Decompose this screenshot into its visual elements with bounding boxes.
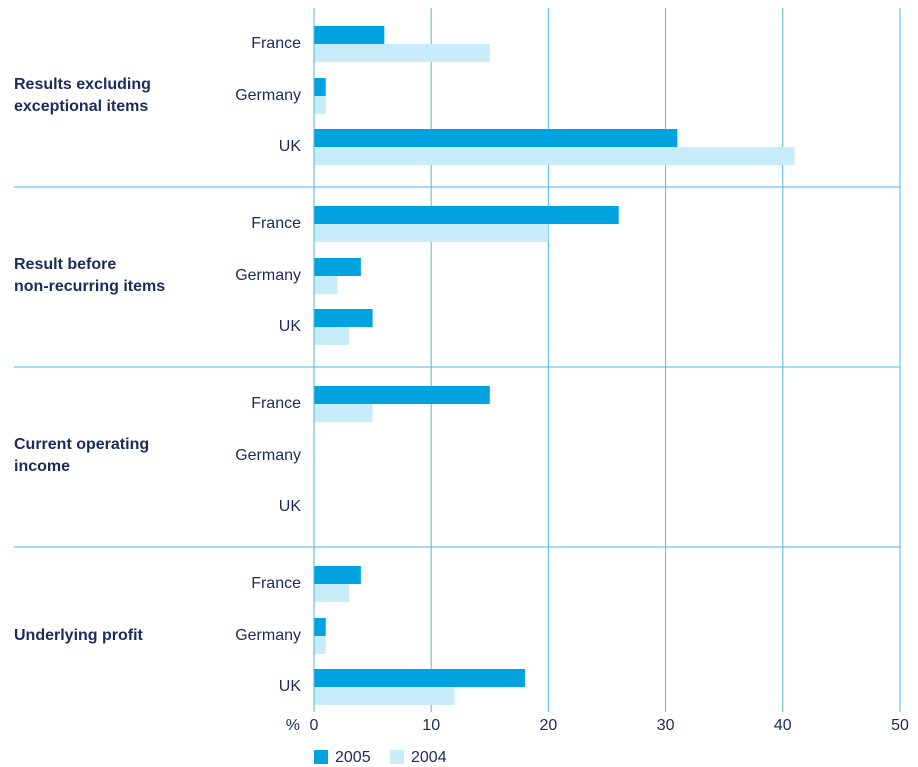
y-tick-label: France bbox=[251, 395, 301, 412]
y-tick-label: UK bbox=[279, 678, 302, 695]
x-tick-label: 0 bbox=[310, 717, 319, 734]
y-tick-label: Germany bbox=[235, 447, 301, 464]
bar bbox=[314, 258, 361, 276]
bar bbox=[314, 566, 361, 584]
y-tick-label: France bbox=[251, 575, 301, 592]
bar bbox=[314, 687, 455, 705]
y-tick-label: France bbox=[251, 215, 301, 232]
bar bbox=[314, 129, 678, 147]
group-label: Results excluding exceptional items bbox=[14, 76, 151, 115]
group-label-line: Results excluding bbox=[14, 76, 151, 93]
y-tick-label: Germany bbox=[235, 267, 301, 284]
y-tick-label: Germany bbox=[235, 87, 301, 104]
legend-swatch bbox=[390, 750, 404, 764]
bar bbox=[314, 26, 385, 44]
x-tick-label: 30 bbox=[657, 717, 675, 734]
group-label-line: Result before bbox=[14, 256, 116, 273]
legend-swatch bbox=[314, 750, 328, 764]
bar bbox=[314, 669, 525, 687]
bar bbox=[314, 224, 549, 242]
bar bbox=[314, 206, 619, 224]
bar bbox=[314, 78, 326, 96]
bar bbox=[314, 636, 326, 654]
y-tick-label: UK bbox=[279, 318, 302, 335]
x-tick-label: 10 bbox=[422, 717, 440, 734]
bar bbox=[314, 386, 490, 404]
bar bbox=[314, 96, 326, 114]
bar bbox=[314, 584, 350, 602]
x-axis-label: % bbox=[286, 717, 300, 734]
group-label-line: Underlying profit bbox=[14, 627, 144, 644]
x-tick-label: 40 bbox=[774, 717, 792, 734]
group-label: Result before non-recurring items bbox=[14, 256, 165, 295]
bar bbox=[314, 147, 795, 165]
group-label-line: Current operating bbox=[14, 436, 149, 453]
legend-label: 2005 bbox=[335, 749, 371, 766]
y-tick-label: UK bbox=[279, 498, 302, 515]
y-tick-label: France bbox=[251, 35, 301, 52]
bar bbox=[314, 404, 373, 422]
y-tick-label: UK bbox=[279, 138, 302, 155]
x-tick-label: 50 bbox=[891, 717, 909, 734]
group-label-line: non-recurring items bbox=[14, 278, 165, 295]
bar bbox=[314, 44, 490, 62]
group-label: Current operating income bbox=[14, 436, 149, 475]
bar bbox=[314, 276, 338, 294]
y-tick-label: Germany bbox=[235, 627, 301, 644]
group-label-line: exceptional items bbox=[14, 98, 148, 115]
group-label-line: income bbox=[14, 458, 70, 475]
group-label: Underlying profit bbox=[14, 627, 144, 644]
x-tick-label: 20 bbox=[540, 717, 558, 734]
bar bbox=[314, 309, 373, 327]
legend-label: 2004 bbox=[411, 749, 447, 766]
bar bbox=[314, 618, 326, 636]
bar bbox=[314, 327, 350, 345]
